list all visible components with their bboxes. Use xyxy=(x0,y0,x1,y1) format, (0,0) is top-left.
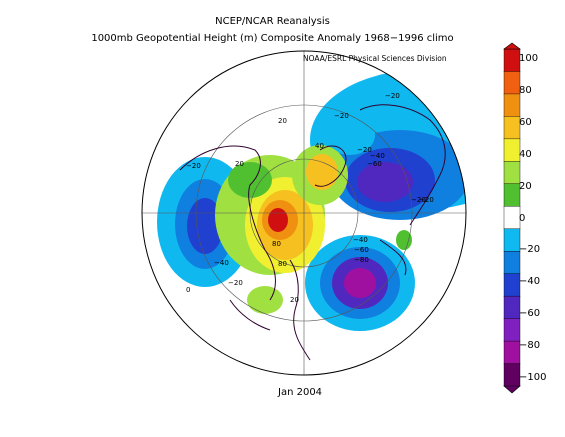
colorbar-tick-label: −100 xyxy=(519,372,547,383)
contour-label: 20 xyxy=(290,296,299,304)
contour-label: 80 xyxy=(272,240,281,248)
colorbar-tick-label: −60 xyxy=(519,308,541,320)
contour-label: −20 xyxy=(419,196,434,204)
map-boundary xyxy=(141,50,467,376)
contour-label: −40 xyxy=(214,259,229,267)
credit-text: NOAA/ESRL Physical Sciences Division xyxy=(303,54,447,63)
contour-label: −20 xyxy=(334,112,349,120)
colorbar-tick-label: 0 xyxy=(519,212,526,224)
contour-label: 40 xyxy=(315,142,324,150)
colorbar-segment xyxy=(503,71,521,95)
colorbar-top-arrow xyxy=(503,42,521,50)
contour-label: −20 xyxy=(411,196,426,204)
figure-subtitle: 1000mb Geopotential Height (m) Composite… xyxy=(91,33,454,44)
colorbar-segment xyxy=(503,340,521,365)
colorbar-segment xyxy=(503,48,521,72)
colorbar-tick-label: 20 xyxy=(519,180,532,192)
contour-label: −20 xyxy=(186,162,201,170)
colorbar-segment xyxy=(503,161,521,185)
colorbar-segment xyxy=(503,138,521,162)
colorbar-tick-label: 40 xyxy=(519,148,532,160)
colorbar-segment xyxy=(503,93,521,117)
colorbar-tick-label: 60 xyxy=(519,116,532,128)
contour-labels: −20 −20 −20 −40 −60 −20 20 20 40 80 80 −… xyxy=(186,92,434,304)
contour-label: 80 xyxy=(278,260,287,268)
figure-title: NCEP/NCAR Reanalysis xyxy=(215,16,330,27)
colorbar-tick-label: 100 xyxy=(519,53,539,64)
coastlines xyxy=(179,104,446,361)
colorbar-segment xyxy=(503,228,521,252)
contour-label: −80 xyxy=(354,256,369,264)
contour-label: −60 xyxy=(354,246,369,254)
colorbar-segment xyxy=(503,363,521,387)
colorbar-segment xyxy=(503,295,521,320)
contour-label: −60 xyxy=(367,160,382,168)
contour-label: −40 xyxy=(353,236,368,244)
colorbar-tick-label: −20 xyxy=(519,244,541,256)
contour-label: −20 xyxy=(228,279,243,287)
colorbar-tick-label: −40 xyxy=(519,276,541,288)
contour-label: 0 xyxy=(186,286,190,294)
contour-label: −40 xyxy=(370,152,385,160)
colorbar-segment xyxy=(503,318,521,342)
colorbar-segment xyxy=(503,250,521,275)
colorbar-tick-label: 80 xyxy=(519,84,532,96)
colorbar-tick-label: −80 xyxy=(519,340,541,352)
contour-label: 20 xyxy=(235,160,244,168)
colorbar-segment xyxy=(503,206,521,230)
colorbar-segment xyxy=(503,183,521,207)
anomaly-field xyxy=(142,51,466,375)
colorbar-segment xyxy=(503,116,521,140)
contour-label: 20 xyxy=(278,117,287,125)
date-label: Jan 2004 xyxy=(278,387,323,398)
contour-label: −20 xyxy=(357,146,372,154)
colorbar-segment xyxy=(503,273,521,297)
contour-label: −20 xyxy=(385,92,400,100)
colorbar-bottom-arrow xyxy=(503,385,521,394)
